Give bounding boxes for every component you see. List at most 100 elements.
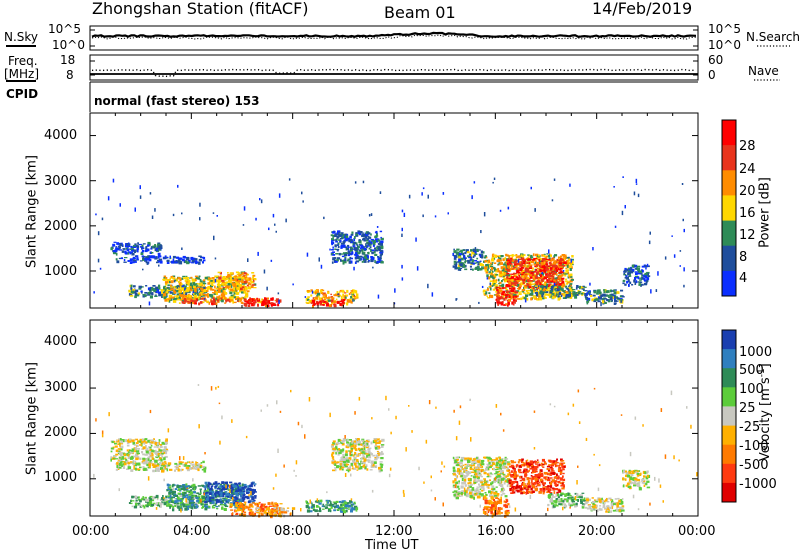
- heatmap-cell: [130, 258, 133, 262]
- heatmap-cell: [495, 268, 499, 272]
- heatmap-cell: [163, 286, 166, 290]
- heatmap-cell: [236, 279, 241, 282]
- heatmap-cell: [176, 484, 180, 489]
- heatmap-cell: [611, 299, 613, 302]
- heatmap-cell: [222, 494, 225, 498]
- heatmap-cell: [188, 495, 192, 499]
- heatmap-cell: [502, 293, 506, 295]
- heatmap-cell: [217, 290, 220, 293]
- heatmap-cell: [196, 465, 200, 468]
- heatmap-cell: [508, 281, 511, 285]
- heatmap-cell: [239, 277, 242, 280]
- heatmap-cell: [345, 236, 347, 238]
- heatmap-cell: [512, 265, 515, 267]
- heatmap-cell: [179, 285, 182, 288]
- heatmap-cell: [247, 282, 251, 284]
- heatmap-cell: [241, 504, 245, 507]
- heatmap-cell: [637, 281, 640, 283]
- heatmap-cell: [565, 263, 569, 266]
- heatmap-cell: [154, 459, 158, 462]
- heatmap-cell: [640, 272, 643, 275]
- heatmap-cell: [267, 300, 271, 303]
- heatmap-cell: [634, 275, 638, 278]
- heatmap-cell: [237, 500, 241, 503]
- heatmap-cell: [543, 295, 546, 298]
- heatmap-cell: [487, 297, 490, 299]
- heatmap-cell: [151, 457, 154, 460]
- heatmap-cell: [174, 292, 176, 294]
- heatmap-cell: [306, 302, 310, 304]
- heatmap-cell: [112, 446, 115, 449]
- heatmap-cell: [557, 267, 560, 270]
- heatmap-cell: [116, 242, 120, 245]
- heatmap-cell: [545, 264, 548, 268]
- heatmap-cell: [129, 461, 133, 463]
- heatmap-cell: [552, 258, 555, 261]
- heatmap-cell: [539, 295, 542, 299]
- heatmap-cell: [490, 274, 494, 278]
- heatmap-cell: [258, 501, 261, 504]
- heatmap-cell: [354, 261, 357, 264]
- heatmap-cell: [146, 505, 149, 508]
- heatmap-cell: [178, 507, 182, 511]
- heatmap-cell: [177, 492, 181, 495]
- heatmap-cell: [586, 297, 591, 301]
- heatmap-cell: [492, 274, 496, 278]
- heatmap-cell: [157, 464, 160, 467]
- heatmap-cell: [251, 511, 254, 514]
- heatmap-cell: [181, 212, 183, 215]
- status-panels: [6, 25, 790, 112]
- heatmap-cell: [212, 299, 215, 302]
- heatmap-cell: [515, 291, 518, 294]
- heatmap-cell: [140, 442, 144, 444]
- heatmap-cell: [554, 268, 558, 272]
- heatmap-cell: [546, 283, 550, 286]
- heatmap-cell: [314, 289, 319, 293]
- heatmap-cell: [171, 496, 175, 499]
- heatmap-cell: [227, 286, 230, 289]
- heatmap-cell: [509, 254, 513, 257]
- heatmap-cell: [616, 291, 620, 294]
- heatmap-cell: [310, 302, 313, 304]
- heatmap-cell: [248, 302, 251, 305]
- heatmap-cell: [237, 506, 242, 509]
- heatmap-cell: [172, 213, 175, 217]
- heatmap-cell: [238, 272, 241, 275]
- heatmap-cell: [457, 261, 460, 263]
- heatmap-cell: [332, 251, 335, 253]
- heatmap-cell: [368, 236, 372, 239]
- heatmap-cell: [683, 267, 685, 272]
- heatmap-cell: [117, 443, 121, 445]
- heatmap-cell: [474, 253, 478, 255]
- heatmap-cell: [342, 501, 345, 503]
- heatmap-cell: [272, 304, 277, 306]
- heatmap-cell: [503, 276, 505, 279]
- heatmap-cell: [526, 277, 529, 280]
- heatmap-cell: [525, 279, 529, 283]
- heatmap-cell: [116, 260, 120, 264]
- heatmap-cell: [134, 295, 137, 299]
- heatmap-cell: [563, 261, 567, 265]
- heatmap-cell: [512, 292, 515, 295]
- heatmap-cell: [501, 283, 505, 287]
- heatmap-cell: [330, 234, 334, 237]
- heatmap-cell: [536, 264, 538, 267]
- heatmap-cell: [490, 263, 493, 265]
- heatmap-cell: [522, 279, 525, 282]
- heatmap-cell: [279, 503, 283, 505]
- heatmap-cell: [227, 279, 230, 283]
- heatmap-cell: [248, 299, 251, 301]
- heatmap-cell: [178, 465, 181, 468]
- heatmap-cell: [554, 292, 557, 295]
- heatmap-cell: [548, 278, 552, 281]
- heatmap-cell: [258, 508, 261, 511]
- heatmap-cell: [260, 503, 263, 507]
- heatmap-cell: [530, 254, 533, 257]
- heatmap-cell: [310, 294, 313, 297]
- heatmap-cell: [213, 235, 215, 241]
- heatmap-cell: [478, 261, 481, 263]
- heatmap-cell: [539, 282, 542, 286]
- heatmap-cell: [210, 281, 214, 285]
- heatmap-cell: [131, 288, 136, 291]
- heatmap-cell: [305, 500, 308, 503]
